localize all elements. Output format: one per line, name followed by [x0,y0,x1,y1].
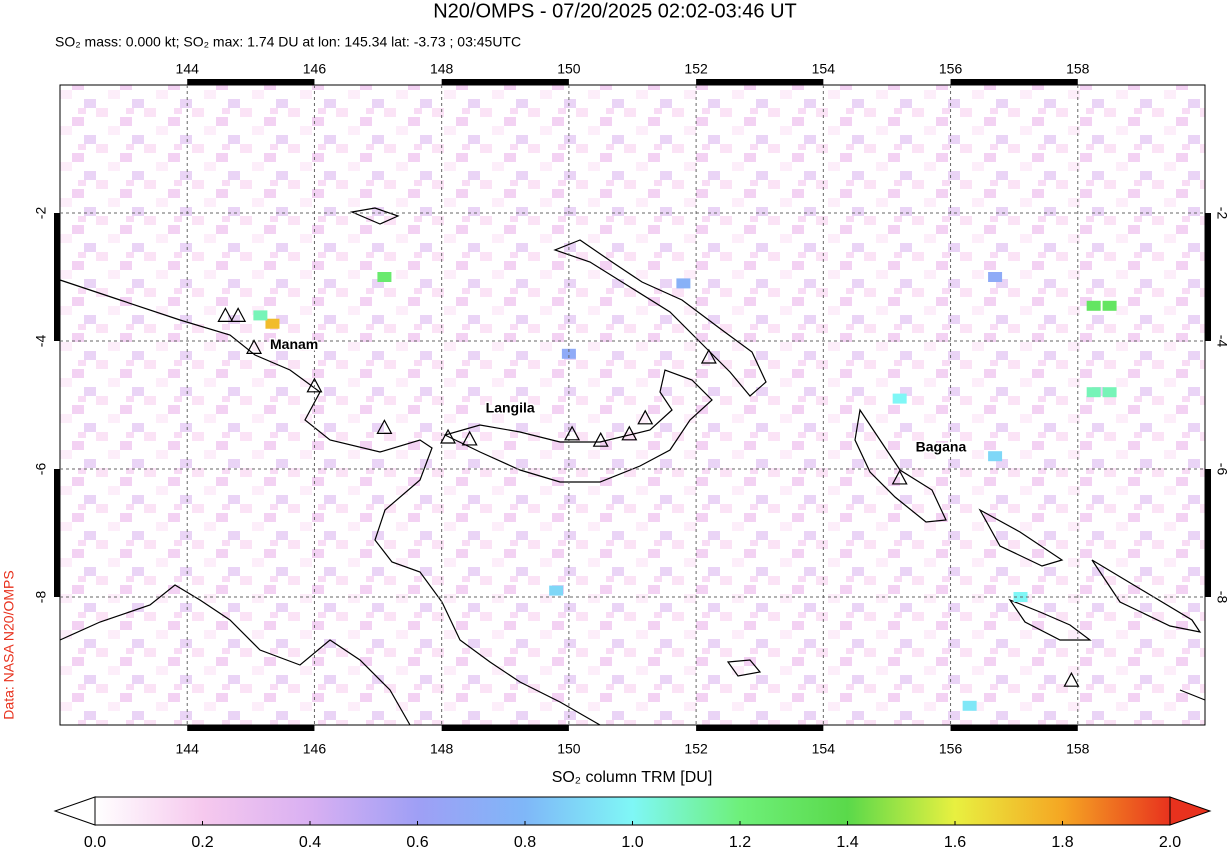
volcano-label: Manam [270,336,318,352]
so2-pixel [377,272,392,282]
volcano-marker [461,430,478,446]
so2-pixel [265,318,280,329]
volcano-label: Langila [486,400,535,416]
map-frame [59,84,1206,726]
colorbar-tick-label: 1.2 [729,834,751,851]
colorbar [94,796,1171,826]
volcano-marker [440,428,457,444]
colorbar-tick-label: 1.8 [1051,834,1073,851]
so2-pixel [549,585,564,596]
x-tick-label: 154 [812,61,836,77]
volcano-marker [230,307,247,322]
frame-bar [187,725,315,731]
so2-pixel [962,700,977,711]
colorbar-tick-label: 1.4 [836,834,858,851]
x-tick-label: 154 [812,741,836,757]
x-tick-label: 146 [303,741,327,757]
so2-pixel [988,272,1003,282]
volcano-marker [217,307,234,322]
x-tick-label: 148 [430,61,454,77]
map-background [60,85,1205,725]
volcano-marker [891,469,908,485]
colorbar-tick-label: 1.6 [944,834,966,851]
volcano-marker [376,419,393,434]
x-tick-label: 158 [1066,61,1090,77]
colorbar-tick-label: 2.0 [1159,834,1181,851]
x-tick-label: 152 [684,61,708,77]
x-tick-label: 150 [557,61,581,77]
frame-bar [1205,213,1211,341]
frame-bar [54,469,60,597]
so2-pixel [1102,300,1117,311]
frame-bar [441,725,569,731]
y-tick-label: -6 [33,463,49,476]
volcano-marker [1063,671,1080,687]
map-title: N20/OMPS - 07/20/2025 02:02-03:46 UT [433,0,797,22]
frame-bar [187,79,315,85]
colorbar-under [53,796,96,826]
y-tick-label: -2 [33,207,49,220]
volcano-marker [306,377,323,393]
frame-bar [54,213,60,341]
so2-pixel [1086,300,1101,311]
y-tick-label: -4 [1214,335,1230,348]
so2-pixel [1086,387,1101,398]
colorbar-tick-label: 0.2 [191,834,213,851]
colorbar-tick-label: 0.4 [299,834,321,851]
map-subtitle: SO₂ mass: 0.000 kt; SO₂ max: 1.74 DU at … [55,34,521,50]
colorbar-tick-label: 1.0 [621,834,643,851]
volcano-marker [621,425,638,441]
coastlines [59,207,1206,726]
colorbar-over [1169,796,1212,826]
volcano-marker [700,348,717,364]
volcano-marker [637,409,654,425]
x-tick-label: 156 [939,741,963,757]
y-tick-label: -8 [33,591,49,604]
y-tick-label: -4 [33,335,49,348]
colorbar-tick-label: 0.0 [84,834,106,851]
so2-pixel [561,348,576,359]
frame-bar [696,79,824,85]
x-tick-label: 158 [1066,741,1090,757]
frame-bar [696,725,824,731]
y-tick-label: -6 [1214,463,1230,476]
x-tick-label: 156 [939,61,963,77]
y-tick-label: -2 [1214,207,1230,220]
x-tick-label: 148 [430,741,454,757]
frame-bar [441,79,569,85]
frame-bar [950,79,1078,85]
x-tick-label: 144 [176,61,200,77]
volcano-marker [246,339,263,354]
x-tick-label: 146 [303,61,327,77]
so2-pixel [676,278,691,289]
so2-pixel [988,451,1003,462]
frame-bar [950,725,1078,731]
colorbar-tick-label: 0.8 [514,834,536,851]
so2-pixel [253,310,268,321]
volcano-label: Bagana [916,439,967,455]
source-note: Data: NASA N20/OMPS [1,570,17,719]
so2-pixel [1102,387,1117,398]
frame-bar [1205,469,1211,597]
x-tick-label: 150 [557,741,581,757]
colorbar-label: SO₂ column TRM [DU] [552,769,713,786]
volcano-marker [592,431,609,447]
x-tick-label: 144 [176,741,200,757]
x-tick-label: 152 [684,741,708,757]
volcano-marker [564,425,581,441]
y-tick-label: -8 [1214,591,1230,604]
colorbar-tick-label: 0.6 [406,834,428,851]
so2-pixel [892,393,907,404]
